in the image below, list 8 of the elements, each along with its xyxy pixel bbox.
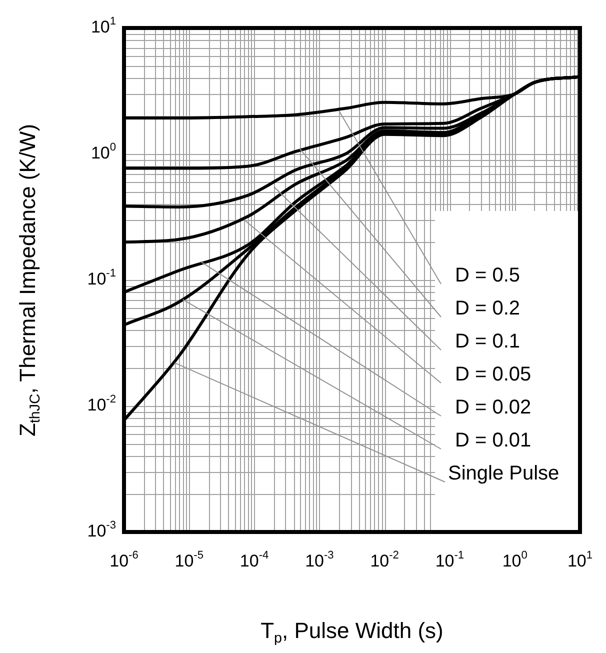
y-axis-title: ZthJC, Thermal Impedance (K/W) — [15, 124, 44, 437]
annotation: D = 0.01 — [455, 430, 532, 452]
annotation: D = 0.02 — [455, 396, 532, 419]
annotation: D = 0.1 — [455, 330, 520, 353]
annotation: D = 0.2 — [455, 298, 520, 320]
annotation: D = 0.5 — [455, 264, 520, 287]
annotation: Single Pulse — [448, 462, 560, 485]
annotation: D = 0.05 — [455, 364, 532, 386]
